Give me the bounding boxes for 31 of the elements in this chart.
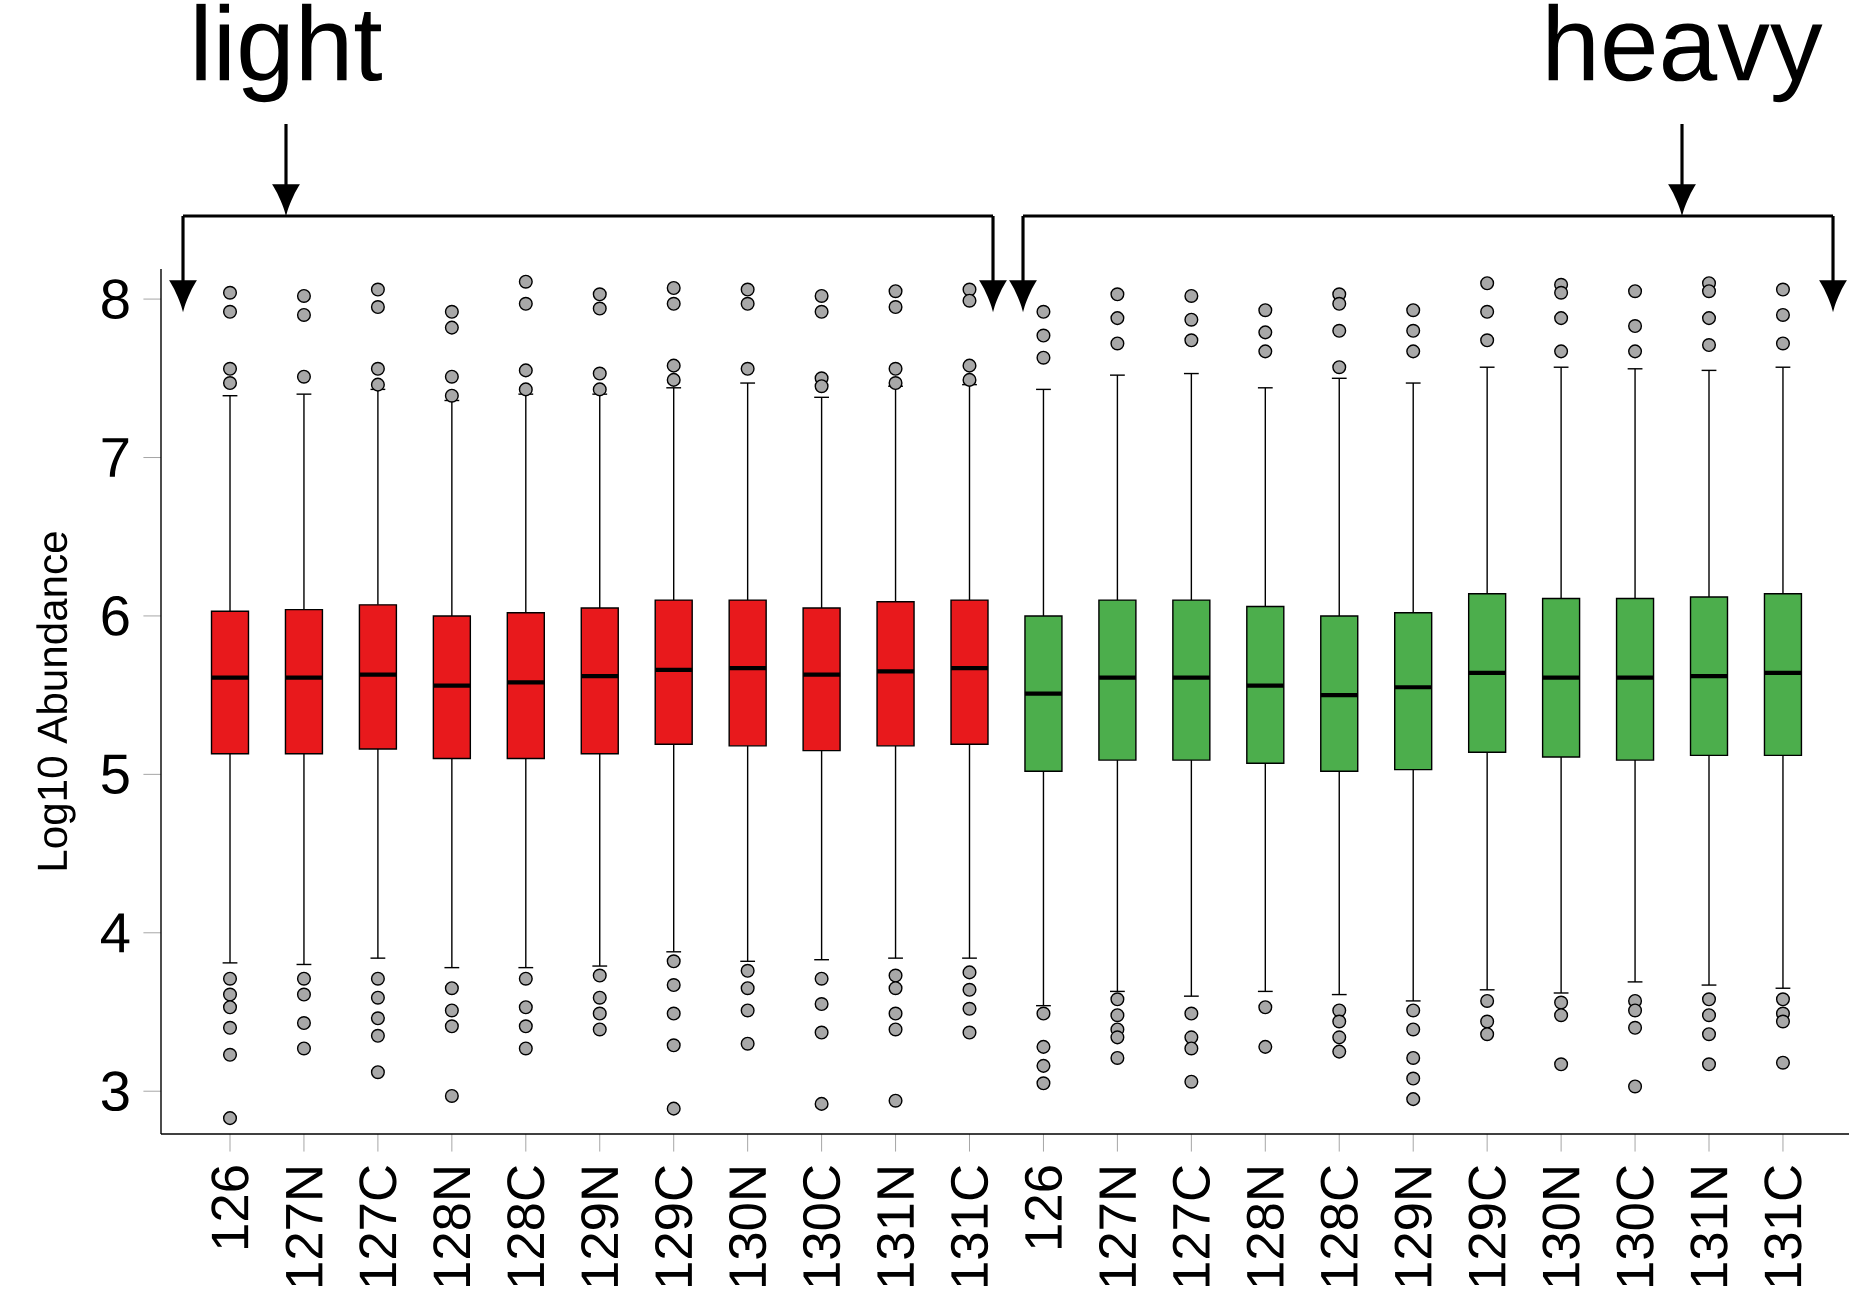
x-tick-label: 129N	[1394, 1168, 1432, 1286]
y-tick-label: 5	[101, 754, 129, 794]
x-tick-label: 128N	[433, 1168, 471, 1286]
text: heavy	[1548, 3, 1823, 103]
y-tick-label: 8	[102, 279, 129, 319]
y-tick-label: 7	[102, 438, 129, 477]
y-tick-label: 3	[101, 1071, 129, 1112]
x-tick-label: 127N	[285, 1168, 323, 1286]
y-tick-label: 6	[102, 596, 129, 636]
x-tick-label: 130N	[1542, 1168, 1580, 1286]
x-tick-label: 127N	[1098, 1168, 1136, 1286]
y-tick-label: 4	[101, 913, 130, 953]
x-tick-label: 129C	[1468, 1166, 1506, 1286]
x-tick-label: 130C	[1616, 1166, 1654, 1286]
x-tick-label: 129N	[581, 1168, 619, 1286]
x-tick-label: 126	[211, 1166, 249, 1248]
x-tick-label: 130N	[728, 1168, 767, 1286]
x-tick-label: 128C	[507, 1166, 545, 1286]
x-tick-label: 131C	[950, 1166, 989, 1286]
x-tick-label: 128C	[1320, 1166, 1358, 1286]
x-tick-label: 131N	[876, 1168, 915, 1286]
x-tick-label: 131N	[1690, 1168, 1728, 1286]
y-axis-title: Log10 Abundance	[36, 532, 76, 870]
x-tick-label: 128N	[1246, 1168, 1284, 1286]
text: light	[196, 3, 382, 103]
x-tick-label: 129C	[655, 1166, 693, 1286]
x-tick-label: 127C	[1172, 1166, 1210, 1286]
x-tick-label: 126	[1024, 1166, 1063, 1248]
x-tick-label: 131C	[1764, 1166, 1802, 1286]
x-tick-label: 130C	[802, 1166, 841, 1286]
x-tick-label: 127C	[359, 1166, 397, 1286]
